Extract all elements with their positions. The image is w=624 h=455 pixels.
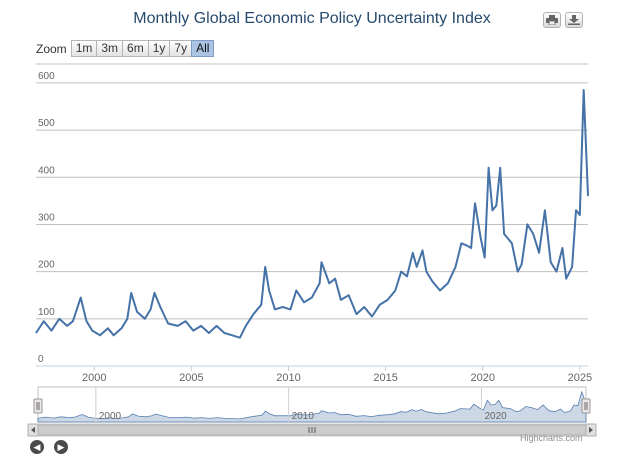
series-line [35,89,589,339]
y-tick-label: 100 [38,307,55,318]
zoom-all-button[interactable]: All [191,40,215,57]
scroll-left-icon: ◀ [33,442,41,452]
y-tick-label: 200 [38,260,55,271]
navigator-series [37,390,587,423]
download-button[interactable] [565,12,583,28]
navigator-label: 2010 [292,411,315,422]
scroll-right-icon: ▶ [57,442,65,452]
x-tick-label: 2020 [470,372,494,384]
x-tick-label: 2000 [82,372,106,384]
y-tick-label: 500 [38,118,55,129]
x-tick-label: 2025 [568,372,592,384]
download-icon [568,15,580,25]
x-tick-label: 2015 [373,372,397,384]
scroll-arrow-left-icon [31,427,35,433]
zoom-label: Zoom [36,41,67,56]
scroll-arrow-right-icon [589,427,593,433]
credits-link[interactable]: Highcharts.com [520,433,583,443]
scroll-right-button[interactable]: ▶ [54,440,68,454]
y-tick-label: 300 [38,212,55,223]
chart-title: Monthly Global Economic Policy Uncertain… [133,10,491,27]
print-button[interactable] [543,12,561,28]
zoom-3m-button[interactable]: 3m [96,40,124,57]
range-selector: Zoom 1m 3m 6m 1y 7y All [36,40,215,57]
y-tick-label: 0 [38,354,44,365]
y-tick-label: 600 [38,71,55,82]
navigator-handle-right[interactable] [581,398,591,414]
navigator-label: 2020 [484,411,507,422]
x-tick-label: 2005 [179,372,203,384]
x-tick-label: 2010 [276,372,300,384]
navigator-label: 2000 [99,411,122,422]
zoom-6m-button[interactable]: 6m [122,40,149,57]
scroll-left-button[interactable]: ◀ [30,440,44,454]
navigator-handle-left[interactable] [33,398,43,414]
export-buttons [543,12,583,28]
print-icon [546,15,558,25]
y-tick-label: 400 [38,165,55,176]
